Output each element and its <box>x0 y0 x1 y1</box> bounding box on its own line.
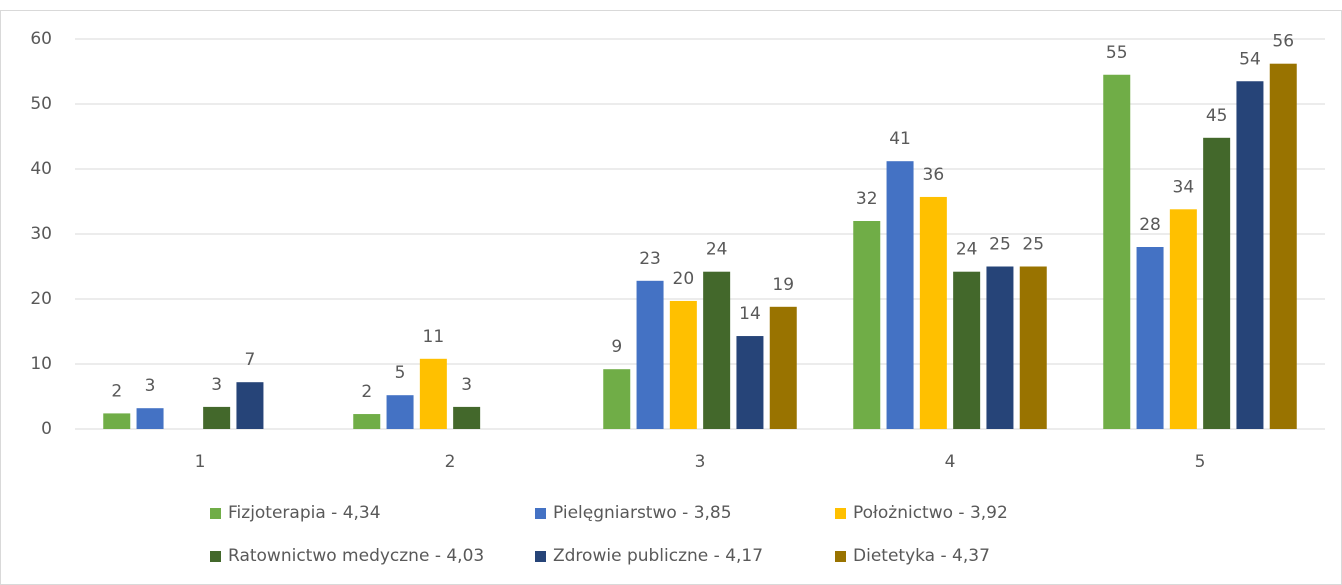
data-label: 34 <box>1173 177 1195 197</box>
bar <box>703 271 731 429</box>
bar <box>453 406 481 429</box>
bar <box>669 300 697 429</box>
legend-swatch <box>535 551 546 562</box>
data-label: 9 <box>611 337 622 357</box>
x-tick-label: 3 <box>695 452 706 472</box>
data-label: 32 <box>856 189 878 209</box>
bar <box>986 266 1014 429</box>
legend-label: Zdrowie publiczne - 4,17 <box>553 546 763 566</box>
bar <box>419 358 447 429</box>
data-label: 54 <box>1239 49 1261 69</box>
bar <box>103 413 131 429</box>
bar <box>636 280 664 429</box>
y-tick-label: 0 <box>41 419 52 439</box>
data-label: 14 <box>739 304 761 324</box>
x-tick-label: 1 <box>195 452 206 472</box>
bar <box>1136 247 1164 429</box>
legend-label: Pielęgniarstwo - 3,85 <box>553 503 732 523</box>
legend-label: Ratownictwo medyczne - 4,03 <box>228 546 484 566</box>
bar <box>953 271 981 429</box>
data-label: 25 <box>1022 235 1044 255</box>
data-label: 41 <box>889 129 911 149</box>
data-label: 11 <box>423 327 445 347</box>
data-label: 25 <box>989 235 1011 255</box>
data-label: 45 <box>1206 106 1228 126</box>
legend-label: Położnictwo - 3,92 <box>853 503 1008 523</box>
data-label: 3 <box>145 376 156 396</box>
legend-label: Dietetyka - 4,37 <box>853 546 990 566</box>
data-label: 19 <box>772 275 794 295</box>
bar <box>919 196 947 429</box>
bar <box>603 369 631 429</box>
bar <box>136 408 164 429</box>
bar <box>886 161 914 429</box>
bar <box>1169 209 1197 429</box>
y-tick-label: 60 <box>30 29 52 49</box>
x-tick-label: 2 <box>445 452 456 472</box>
data-label: 55 <box>1106 43 1128 63</box>
bar <box>1103 74 1131 429</box>
bar <box>236 382 264 429</box>
bar <box>853 221 881 429</box>
data-label: 2 <box>361 382 372 402</box>
data-label: 5 <box>395 363 406 383</box>
y-tick-label: 40 <box>30 159 52 179</box>
data-label: 2 <box>111 381 122 401</box>
bar <box>1236 81 1264 429</box>
legend-label: Fizjoterapia - 4,34 <box>228 503 381 523</box>
legend-swatch <box>210 508 221 519</box>
bar <box>1203 137 1231 430</box>
y-tick-label: 50 <box>30 94 52 114</box>
x-tick-label: 4 <box>945 452 956 472</box>
data-label: 36 <box>923 165 945 185</box>
data-label: 20 <box>673 269 695 289</box>
bar <box>736 336 764 429</box>
data-label: 3 <box>211 375 222 395</box>
bar <box>1269 63 1297 429</box>
bar <box>1019 266 1047 429</box>
bar <box>203 406 231 429</box>
data-label: 56 <box>1272 32 1294 52</box>
data-label: 24 <box>706 240 728 260</box>
legend-swatch <box>835 551 846 562</box>
legend-swatch <box>535 508 546 519</box>
legend-swatch <box>835 508 846 519</box>
y-tick-label: 10 <box>30 354 52 374</box>
x-tick-label: 5 <box>1195 452 1206 472</box>
bar <box>386 395 414 429</box>
data-label: 28 <box>1139 215 1161 235</box>
bar <box>353 414 381 429</box>
data-label: 23 <box>639 249 661 269</box>
data-label: 3 <box>461 375 472 395</box>
bar <box>769 306 797 429</box>
data-label: 24 <box>956 240 978 260</box>
data-label: 7 <box>245 350 256 370</box>
y-tick-label: 20 <box>30 289 52 309</box>
legend-swatch <box>210 551 221 562</box>
y-tick-label: 30 <box>30 224 52 244</box>
